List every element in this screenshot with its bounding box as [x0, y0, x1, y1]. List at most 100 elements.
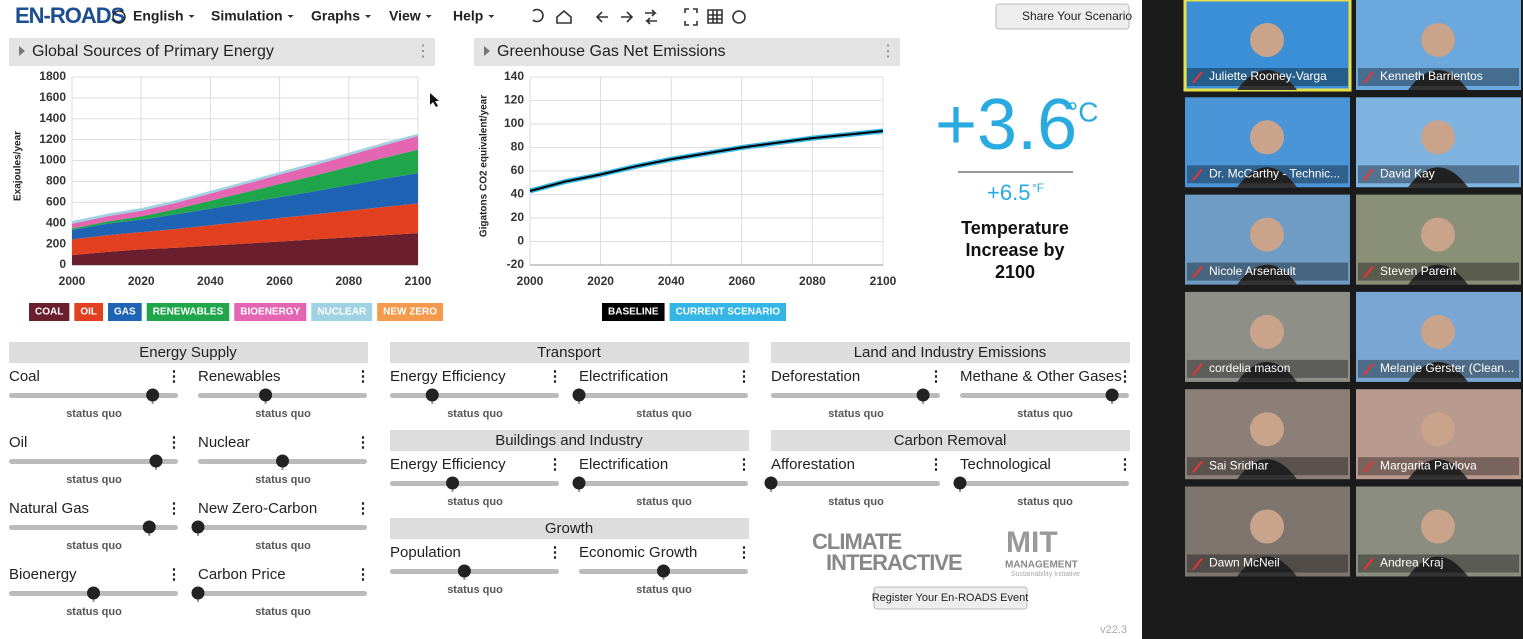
- slider-knob[interactable]: [142, 520, 156, 534]
- fullscreen-icon[interactable]: [684, 8, 698, 26]
- x-tick-label: 2100: [405, 274, 432, 288]
- forward-icon[interactable]: [621, 11, 634, 23]
- legend-label[interactable]: CURRENT SCENARIO: [676, 307, 781, 318]
- slider-menu[interactable]: ⋮: [1118, 368, 1133, 385]
- y-tick-label: 100: [504, 116, 524, 130]
- legend-swatch[interactable]: [669, 303, 787, 321]
- slider-status: status quo: [255, 474, 311, 486]
- legend-label[interactable]: BASELINE: [608, 307, 659, 318]
- slider-menu[interactable]: ⋮: [356, 566, 371, 583]
- chart-menu[interactable]: ⋮: [880, 43, 896, 60]
- slider-knob[interactable]: [191, 586, 205, 600]
- slider-menu[interactable]: ⋮: [356, 500, 371, 517]
- slider-knob[interactable]: [191, 520, 205, 534]
- name-backdrop: [1358, 262, 1519, 281]
- menu-item[interactable]: English: [133, 8, 184, 24]
- slider-track: [390, 481, 559, 486]
- participant-head: [1421, 412, 1455, 447]
- menu-caret[interactable]: [488, 15, 495, 18]
- slider-knob[interactable]: [916, 388, 930, 402]
- legend-label[interactable]: BIOENERGY: [240, 307, 300, 318]
- slider-menu[interactable]: ⋮: [1118, 456, 1133, 473]
- slider-label: Carbon Price: [198, 566, 286, 583]
- slider-track: [960, 481, 1129, 486]
- table-icon[interactable]: [707, 9, 723, 24]
- menu-caret[interactable]: [365, 15, 372, 18]
- legend-swatch[interactable]: [234, 303, 307, 321]
- slider-track: [9, 393, 178, 398]
- menu-item[interactable]: Simulation: [211, 8, 283, 24]
- legend-swatch[interactable]: [377, 303, 444, 321]
- slider-track: [198, 591, 367, 596]
- legend-swatch[interactable]: [29, 303, 70, 321]
- slider-knob[interactable]: [572, 388, 586, 402]
- slider-knob[interactable]: [149, 454, 163, 468]
- register-button-label[interactable]: Register Your En-ROADS Event: [872, 592, 1029, 604]
- legend-label[interactable]: NUCLEAR: [317, 307, 367, 318]
- slider-knob[interactable]: [572, 476, 586, 490]
- legend-label[interactable]: NEW ZERO: [383, 307, 437, 318]
- slider-menu[interactable]: ⋮: [356, 434, 371, 451]
- home-icon[interactable]: [556, 9, 572, 24]
- expand-arrow[interactable]: [19, 46, 25, 56]
- slider-knob[interactable]: [1105, 388, 1119, 402]
- reset-icon[interactable]: [645, 9, 657, 25]
- slider-knob[interactable]: [953, 476, 967, 490]
- expand-arrow[interactable]: [484, 46, 490, 56]
- share-button[interactable]: [995, 3, 1130, 30]
- slider-knob[interactable]: [446, 476, 460, 490]
- slider-menu[interactable]: ⋮: [737, 456, 752, 473]
- menu-caret[interactable]: [287, 15, 294, 18]
- menu-caret[interactable]: [188, 15, 195, 18]
- y-axis-label: Gigatons CO2 equivalent/year: [479, 95, 490, 237]
- slider-label: Natural Gas: [9, 500, 89, 517]
- legend-swatch[interactable]: [74, 303, 104, 321]
- slider-menu[interactable]: ⋮: [167, 434, 182, 451]
- slider-knob[interactable]: [457, 564, 471, 578]
- slider-menu[interactable]: ⋮: [929, 456, 944, 473]
- slider-menu[interactable]: ⋮: [167, 566, 182, 583]
- share-button-label[interactable]: Share Your Scenario: [1022, 9, 1132, 23]
- chart-menu[interactable]: ⋮: [415, 43, 431, 60]
- slider-knob[interactable]: [657, 564, 670, 578]
- undo-icon[interactable]: [532, 8, 544, 23]
- slider-menu[interactable]: ⋮: [548, 456, 563, 473]
- register-button[interactable]: [873, 586, 1028, 610]
- participant-body: [1408, 556, 1468, 577]
- legend-swatch[interactable]: [311, 303, 373, 321]
- legend-label[interactable]: OIL: [80, 307, 97, 318]
- slider-menu[interactable]: ⋮: [167, 500, 182, 517]
- legend-label[interactable]: COAL: [35, 307, 63, 318]
- slider-knob[interactable]: [425, 388, 439, 402]
- back-icon[interactable]: [595, 11, 608, 23]
- menu-caret[interactable]: [425, 15, 432, 18]
- legend-swatch[interactable]: [146, 303, 230, 321]
- legend-label[interactable]: RENEWABLES: [153, 307, 224, 318]
- legend-swatch[interactable]: [108, 303, 142, 321]
- slider-menu[interactable]: ⋮: [737, 368, 752, 385]
- slider-menu[interactable]: ⋮: [737, 544, 752, 561]
- slider-menu[interactable]: ⋮: [548, 544, 563, 561]
- slider-status: status quo: [828, 408, 884, 420]
- menu-item[interactable]: Graphs: [311, 8, 360, 24]
- slider-label: Deforestation: [771, 368, 860, 385]
- slider-menu[interactable]: ⋮: [929, 368, 944, 385]
- participant-head: [1250, 217, 1284, 252]
- slider-knob[interactable]: [259, 388, 273, 402]
- legend-label[interactable]: GAS: [114, 307, 136, 318]
- participant-body: [1237, 556, 1297, 577]
- slider-knob[interactable]: [764, 476, 778, 490]
- slider-knob[interactable]: [87, 586, 100, 600]
- mic-muted-icon: [1363, 168, 1374, 181]
- y-tick-label: 1200: [39, 132, 66, 146]
- legend-swatch[interactable]: [602, 303, 665, 321]
- slider-menu[interactable]: ⋮: [548, 368, 563, 385]
- slider-knob[interactable]: [146, 388, 160, 402]
- group-title: Energy Supply: [139, 344, 237, 361]
- slider-menu[interactable]: ⋮: [167, 368, 182, 385]
- slider-menu[interactable]: ⋮: [356, 368, 371, 385]
- menu-item[interactable]: Help: [453, 8, 483, 24]
- info-icon[interactable]: [732, 10, 746, 24]
- menu-item[interactable]: View: [389, 8, 421, 24]
- slider-knob[interactable]: [276, 454, 289, 468]
